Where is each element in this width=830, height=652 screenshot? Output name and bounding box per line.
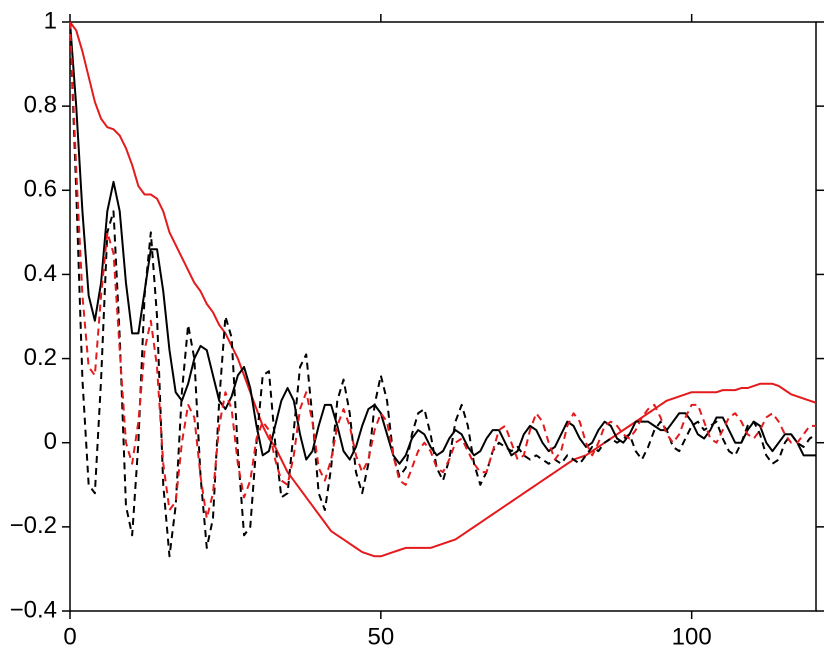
y-tick-label: 0.6 [24, 176, 57, 203]
line-series [69, 21, 817, 558]
line-series [69, 21, 816, 520]
line-series [69, 21, 817, 558]
y-tick-label: −0.4 [10, 596, 57, 623]
y-tick-label: 0.8 [24, 91, 57, 118]
y-tick-label: 0 [44, 428, 57, 455]
plot-frame [69, 21, 817, 612]
line-series [69, 21, 816, 465]
y-tick-label: −0.2 [10, 512, 57, 539]
x-tick-label: 100 [672, 623, 712, 650]
x-tick-label: 0 [63, 623, 76, 650]
x-tick-label: 50 [367, 623, 394, 650]
y-tick-label: 0.4 [24, 260, 57, 287]
y-tick-label: 1 [44, 7, 57, 34]
y-tick-label: 0.2 [24, 344, 57, 371]
